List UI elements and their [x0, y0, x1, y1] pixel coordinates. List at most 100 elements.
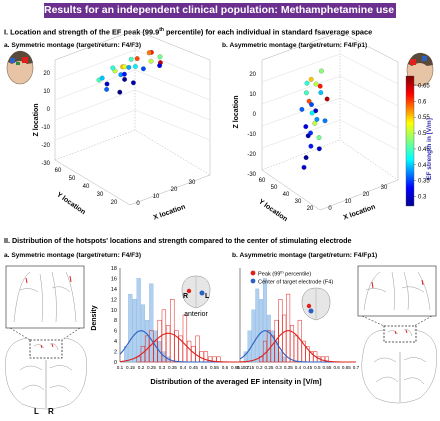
inset-brain-b	[301, 287, 331, 321]
peak-bar	[144, 335, 150, 363]
x-tick-label: 0.1	[237, 365, 244, 370]
colorbar-tick-label: 0.3	[418, 194, 427, 200]
scatter-b-x-ticks: 0 10 20 30	[328, 185, 388, 212]
scatter-point	[303, 124, 309, 129]
brain-label-left-l: L	[34, 407, 39, 416]
y-tick-label: 6	[114, 329, 117, 335]
x-tick-label: 0.7	[353, 365, 360, 370]
y-tick-label: 14	[111, 287, 117, 293]
brain-diagram-left	[5, 265, 87, 410]
x-tick-label: 0.25	[265, 365, 274, 370]
scatter-b-y-ticks: 60 50 40 30 20	[259, 178, 314, 212]
x-tick-label: 0.45	[303, 365, 312, 370]
scatter-point	[309, 102, 314, 107]
histogram-a-curves	[119, 330, 246, 363]
brain-label-left-r: R	[48, 407, 54, 416]
center-bar	[255, 288, 260, 363]
x-tick-label: 0.15	[126, 365, 135, 370]
x-tick-label: 20	[171, 187, 178, 193]
z-tick-label: 20	[249, 72, 256, 78]
scatter-point	[99, 75, 105, 81]
scatter-point	[148, 58, 154, 64]
section-2-heading: II. Distribution of the hotspots' locati…	[4, 236, 352, 245]
z-tick-label: -10	[41, 125, 50, 131]
brain-diagram-right	[357, 265, 437, 404]
x-tick-label: 30	[381, 185, 388, 191]
peak-bar	[195, 335, 200, 363]
scatter-point	[322, 118, 328, 124]
scatter-point	[128, 56, 134, 62]
colorbar-tick-label: 0.55	[418, 115, 430, 121]
peak-bar	[282, 314, 287, 363]
y-tick-label: 20	[307, 206, 314, 212]
center-bar	[247, 330, 252, 363]
y-tick-label: 4	[114, 339, 117, 345]
scatter-point	[117, 89, 123, 95]
scatter-point	[316, 135, 322, 141]
scatter-point	[308, 143, 314, 149]
legend-peak-post: percentile)	[284, 272, 312, 278]
x-tick-label: 0.4	[295, 365, 302, 370]
scatter-point	[316, 146, 322, 152]
colorbar-tick-label: 0.5	[418, 131, 427, 137]
head-icon-left	[6, 50, 34, 85]
colorbar	[405, 75, 415, 207]
section-1-heading-pre: I. Location and strength of the EF peak …	[4, 27, 160, 37]
y-tick-label: 2	[114, 350, 117, 356]
legend-peak-pre: Peak (99	[258, 272, 280, 278]
scatter-point	[309, 110, 315, 116]
center-bar	[149, 283, 154, 363]
scatter-a-x-ticks: 0 10 20 30	[136, 180, 196, 207]
center-bar	[136, 278, 141, 363]
scatter-point	[146, 50, 152, 56]
scatter-a-y-label: Y location	[55, 191, 86, 216]
histogram-b-curves	[239, 330, 356, 363]
x-tick-label: 0.55	[323, 365, 332, 370]
section-1-heading-post: percentile) for each individual in stand…	[163, 27, 373, 37]
peak-bar	[286, 293, 291, 363]
scatter-point	[308, 76, 314, 82]
z-tick-label: -30	[247, 172, 256, 178]
z-tick-label: 0	[47, 107, 51, 113]
histogram-a-y-ticks: 0 2 4 6 8 10 12 14 16 18	[111, 266, 117, 366]
colorbar-tick-label: 0.4	[418, 163, 427, 169]
peak-bar	[157, 319, 162, 363]
peak-density-curve	[239, 330, 356, 363]
legend-center-marker	[250, 278, 256, 284]
colorbar-label: EF strength in [V/m]	[426, 118, 433, 180]
scatter-point	[312, 120, 318, 126]
peak-bar	[136, 356, 141, 363]
y-tick-label: 30	[97, 192, 104, 198]
x-tick-label: 0.3	[159, 365, 166, 370]
scatter-point	[121, 64, 127, 70]
scatter-point	[305, 133, 311, 139]
z-tick-label: -30	[41, 161, 50, 167]
histogram-a-y-label: Density	[91, 305, 98, 330]
section-1-panel-b-title: b. Asymmetric montage (target/return: F4…	[222, 42, 368, 49]
center-bar	[132, 299, 137, 363]
section-2-panel-a-title: a. Symmetric montage (target/return: F4/…	[4, 252, 142, 259]
y-tick-label: 12	[111, 297, 117, 303]
scatter-a-y-ticks: 60 50 40 30 20	[55, 168, 118, 206]
scatter-point	[314, 116, 320, 122]
z-tick-label: -10	[247, 132, 256, 138]
peak-bar	[186, 340, 192, 363]
section-2-panel-b-title: b. Asymmetric montage (target/return: F4…	[232, 252, 378, 259]
center-bar	[278, 351, 283, 363]
x-tick-label: 0.6	[222, 365, 229, 370]
section-1-heading: I. Location and strength of the EF peak …	[4, 27, 372, 36]
z-tick-label: 0	[253, 112, 257, 118]
x-tick-label: 0.3	[275, 365, 282, 370]
section-1-panel-a-title: a. Symmetric montage (target/return: F4/…	[4, 42, 142, 49]
legend-peak-label: Peak (99th percentile)	[258, 271, 311, 278]
y-tick-label: 50	[271, 185, 278, 191]
scatter-point	[157, 63, 163, 68]
x-tick-label: 30	[189, 180, 196, 186]
section-1-heading-sup: th	[159, 27, 164, 33]
scatter-b-z-ticks: 20 10 0 -10 -20 -30	[247, 72, 256, 178]
scatter-point	[104, 86, 109, 92]
x-tick-label: 0.25	[147, 365, 156, 370]
x-tick-label: 0.65	[231, 365, 240, 370]
legend-peak-sup: th	[280, 271, 283, 275]
peak-bar	[278, 299, 283, 363]
